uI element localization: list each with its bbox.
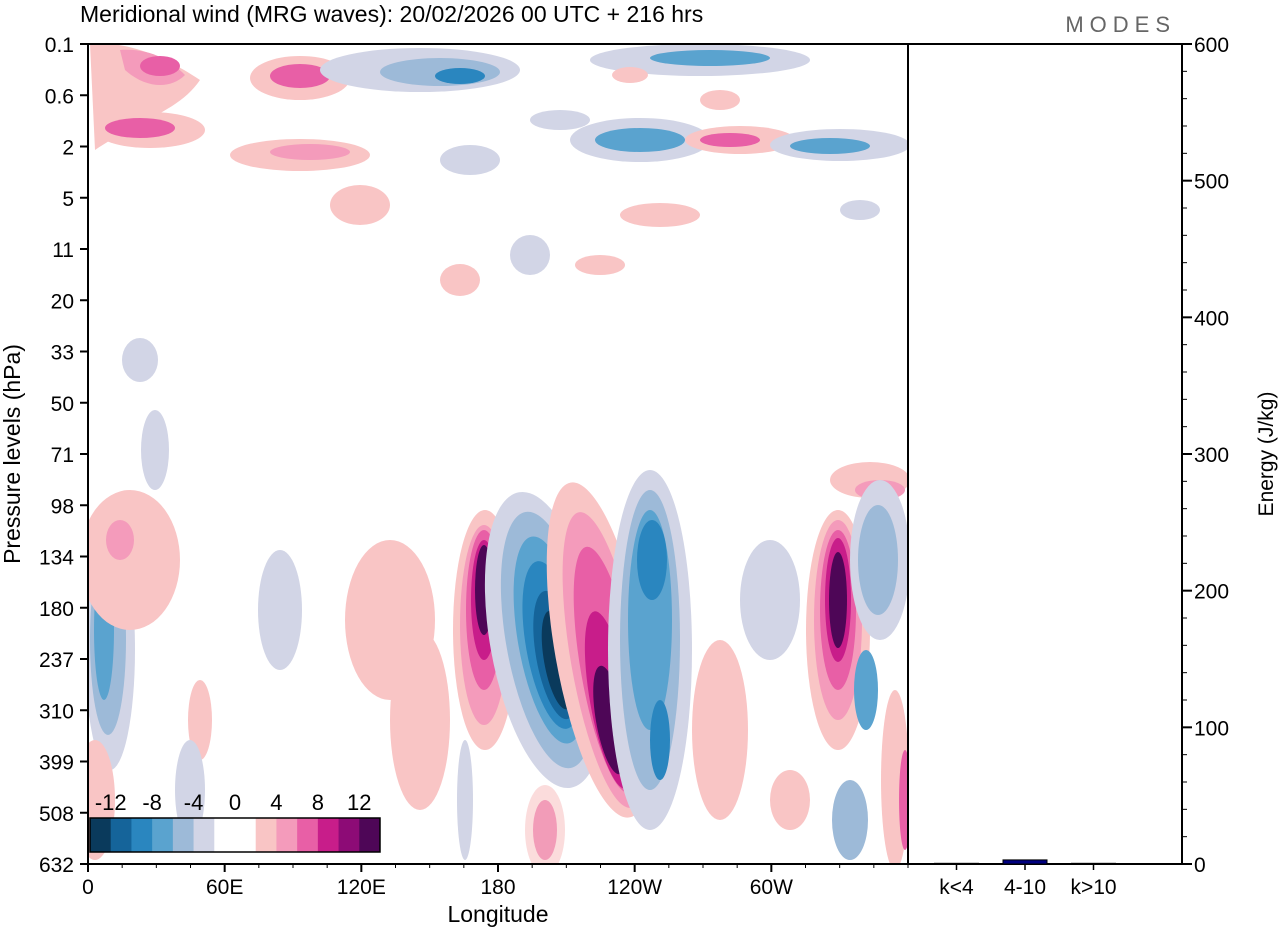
- energy-panel-frame: [907, 43, 1183, 865]
- colorbar-label: -12: [95, 790, 127, 815]
- chart-title: Meridional wind (MRG waves): 20/02/2026 …: [80, 1, 703, 27]
- colorbar-swatch: [276, 818, 298, 852]
- colorbar-label: 4: [270, 790, 282, 815]
- y-tick-label: 11: [52, 239, 74, 262]
- y-tick-label: 0.1: [45, 34, 74, 57]
- energy-tick-label: 100: [1194, 717, 1229, 740]
- x-tick-label: 60E: [206, 876, 243, 899]
- y-tick-label: 33: [51, 342, 74, 365]
- energy-tick-label: 0: [1194, 854, 1206, 877]
- category-label: k>10: [1070, 876, 1116, 899]
- colorbar-swatch: [90, 818, 112, 852]
- y-tick-label: 5: [62, 188, 74, 211]
- colorbar: -12 -8 -4 0 4 8 12: [89, 790, 381, 853]
- y-tick-label: 508: [39, 803, 74, 826]
- x-tick-label: 0: [82, 876, 94, 899]
- heatmap-frame: [87, 43, 909, 865]
- pressure-axis: 0.1 0.6 2 5 11 20 33 50 71 98 134 180 237 310 399 508 63…: [39, 34, 88, 877]
- colorbar-swatch: [110, 818, 132, 852]
- energy-axis: 0 100 200 300 400 500 600: [1182, 34, 1229, 877]
- y-tick-label: 134: [39, 547, 74, 570]
- y-tick-label: 180: [39, 598, 74, 621]
- colorbar-swatch: [214, 818, 236, 852]
- y-tick-label: 399: [39, 752, 74, 775]
- energy-categories: k<4 4-10 k>10: [939, 864, 1117, 899]
- category-label: 4-10: [1004, 876, 1046, 899]
- category-label: k<4: [939, 876, 974, 899]
- y-tick-label: 310: [39, 700, 74, 723]
- brand-logo: MODES: [1065, 12, 1176, 37]
- energy-axis-label: Energy (J/kg): [1255, 392, 1278, 517]
- energy-tick-label: 600: [1194, 34, 1229, 57]
- energy-tick-label: 400: [1194, 307, 1229, 330]
- y-tick-label: 2: [62, 137, 74, 160]
- colorbar-swatch: [317, 818, 340, 852]
- upper-level-patches: [90, 44, 908, 500]
- y-tick-label: 71: [51, 444, 74, 467]
- colorbar-frame: [89, 817, 381, 853]
- x-tick-label: 180: [480, 876, 515, 899]
- colorbar-swatch: [193, 818, 215, 852]
- y-tick-label: 0.6: [45, 85, 74, 108]
- y-tick-label: 632: [39, 854, 74, 877]
- x-tick-label: 60W: [750, 876, 793, 899]
- colorbar-label: 8: [312, 790, 324, 815]
- x-tick-label: 120W: [607, 876, 662, 899]
- colorbar-label: -8: [142, 790, 162, 815]
- colorbar-swatch: [297, 818, 319, 852]
- y-tick-label: 237: [39, 649, 74, 672]
- energy-tick-label: 300: [1194, 444, 1229, 467]
- lower-level-patches: [88, 470, 908, 864]
- y-axis-label: Pressure levels (hPa): [0, 344, 25, 564]
- heatmap-plot: [88, 44, 908, 864]
- colorbar-label: 0: [229, 790, 241, 815]
- x-axis-label: Longitude: [447, 901, 548, 927]
- y-tick-label: 50: [51, 393, 74, 416]
- energy-tick-label: 200: [1194, 581, 1229, 604]
- colorbar-swatch: [359, 818, 381, 852]
- y-tick-label: 20: [51, 290, 74, 313]
- colorbar-label: 12: [347, 790, 371, 815]
- colorbar-swatch: [235, 818, 257, 852]
- longitude-axis: 0 60E 120E 180 120W 60W: [82, 864, 909, 899]
- colorbar-swatch: [338, 818, 360, 852]
- colorbar-label: -4: [184, 790, 204, 815]
- colorbar-swatch: [255, 818, 277, 852]
- colorbar-swatch: [131, 818, 153, 852]
- y-tick-label: 98: [51, 495, 74, 518]
- colorbar-swatch: [152, 818, 174, 852]
- energy-bar: [1002, 859, 1048, 865]
- energy-tick-label: 500: [1194, 171, 1229, 194]
- x-tick-label: 120E: [337, 876, 386, 899]
- colorbar-swatch: [172, 818, 195, 852]
